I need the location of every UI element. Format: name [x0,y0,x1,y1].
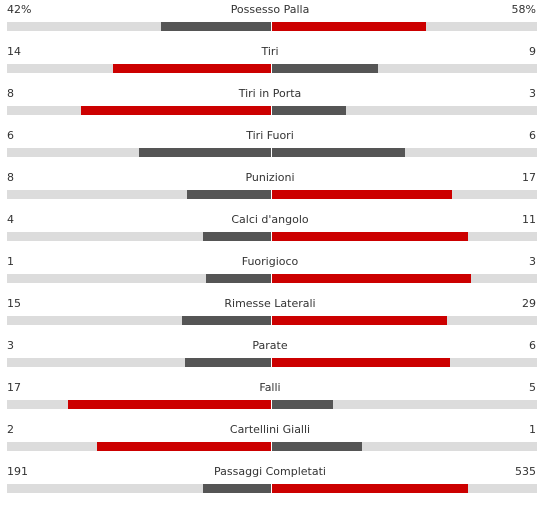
stat-label: Possesso Palla [230,3,310,16]
center-divider [271,484,272,493]
stat-bar-track [7,232,537,241]
away-value: 1 [529,423,536,436]
center-divider [271,316,272,325]
home-bar [206,274,272,283]
center-divider [271,400,272,409]
center-divider [271,274,272,283]
home-bar [68,400,272,409]
center-divider [271,442,272,451]
stat-label: Falli [259,381,281,394]
stat-row: 17 Falli 5 [0,381,540,423]
stat-row: 1 Fuorigioco 3 [0,255,540,297]
away-bar [272,106,346,115]
away-bar [272,484,468,493]
stat-row: 4 Calci d'angolo 11 [0,213,540,255]
home-value: 14 [7,45,21,58]
away-value: 58% [511,3,536,16]
away-value: 5 [529,381,536,394]
stat-row: 15 Rimesse Laterali 29 [0,297,540,339]
home-bar [187,190,272,199]
home-bar [161,22,272,31]
stat-bar-track [7,442,537,451]
center-divider [271,358,272,367]
away-bar [272,64,378,73]
away-bar [272,232,468,241]
center-divider [271,190,272,199]
home-bar [139,148,272,157]
home-value: 6 [7,129,14,142]
stat-bar-track [7,484,537,493]
stat-row: 8 Tiri in Porta 3 [0,87,540,129]
home-bar [113,64,272,73]
home-value: 17 [7,381,21,394]
stat-label: Passaggi Completati [214,465,326,478]
stat-bar-track [7,22,537,31]
stat-row: 3 Parate 6 [0,339,540,381]
away-value: 6 [529,129,536,142]
stat-bar-track [7,316,537,325]
away-value: 11 [522,213,536,226]
home-bar [182,316,272,325]
stat-bar-track [7,358,537,367]
stat-label: Tiri [261,45,279,58]
stat-label: Tiri Fuori [246,129,294,142]
away-value: 17 [522,171,536,184]
away-value: 9 [529,45,536,58]
home-bar [203,232,272,241]
away-value: 535 [515,465,536,478]
away-bar [272,274,471,283]
stat-row: 2 Cartellini Gialli 1 [0,423,540,465]
stat-label: Tiri in Porta [238,87,302,100]
center-divider [271,64,272,73]
stat-row: 14 Tiri 9 [0,45,540,87]
home-value: 191 [7,465,28,478]
stat-row: 8 Punizioni 17 [0,171,540,213]
away-bar [272,148,405,157]
stat-bar-track [7,400,537,409]
stat-bar-track [7,64,537,73]
stat-bar-track [7,274,537,283]
home-value: 1 [7,255,14,268]
away-bar [272,442,362,451]
center-divider [271,106,272,115]
home-value: 8 [7,87,14,100]
stat-label: Punizioni [245,171,295,184]
away-value: 6 [529,339,536,352]
stat-bar-track [7,106,537,115]
home-bar [97,442,272,451]
away-bar [272,190,452,199]
away-value: 29 [522,297,536,310]
center-divider [271,22,272,31]
away-value: 3 [529,87,536,100]
away-bar [272,22,426,31]
away-value: 3 [529,255,536,268]
away-bar [272,400,333,409]
stat-row: 42% Possesso Palla 58% [0,3,540,45]
center-divider [271,148,272,157]
home-bar [81,106,272,115]
stat-row: 6 Tiri Fuori 6 [0,129,540,171]
home-value: 15 [7,297,21,310]
away-bar [272,316,447,325]
home-value: 8 [7,171,14,184]
stat-label: Fuorigioco [241,255,299,268]
home-value: 42% [7,3,32,16]
stat-label: Cartellini Gialli [229,423,311,436]
home-bar [203,484,272,493]
stat-bar-track [7,190,537,199]
home-value: 3 [7,339,14,352]
stat-bar-track [7,148,537,157]
center-divider [271,232,272,241]
home-bar [185,358,272,367]
home-value: 4 [7,213,14,226]
stat-label: Parate [252,339,288,352]
away-bar [272,358,450,367]
stat-row: 191 Passaggi Completati 535 [0,465,540,507]
home-value: 2 [7,423,14,436]
stat-label: Calci d'angolo [231,213,309,226]
stat-label: Rimesse Laterali [224,297,316,310]
